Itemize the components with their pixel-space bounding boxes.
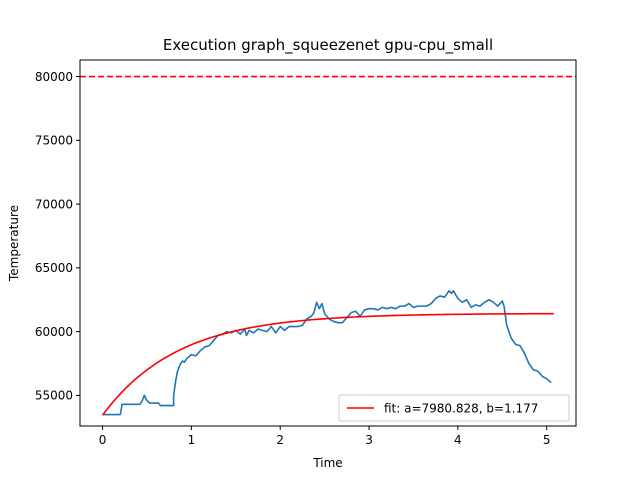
x-tick-label: 5 (543, 433, 551, 447)
axes-frame (79, 59, 577, 427)
y-tick-label: 65000 (35, 261, 73, 275)
x-axis: 0 1 2 3 4 5 (99, 426, 551, 447)
y-tick-label: 60000 (35, 325, 73, 339)
y-tick-label: 55000 (35, 389, 73, 403)
chart-title: Execution graph_squeezenet gpu-cpu_small (163, 36, 493, 55)
legend-box (338, 394, 570, 422)
x-tick-label: 4 (454, 433, 462, 447)
axes-border (79, 59, 577, 427)
x-tick-label: 1 (188, 433, 196, 447)
x-tick-label: 2 (276, 433, 284, 447)
legend: fit: a=7980.828, b=1.177 (338, 394, 570, 422)
y-tick-label: 75000 (35, 134, 73, 148)
series-line-measured (102, 290, 552, 416)
y-axis: 55000 60000 65000 70000 75000 80000 (35, 70, 80, 403)
plot-area (80, 75, 576, 416)
y-axis-label: Temperature (7, 205, 21, 282)
x-axis-label: Time (312, 456, 342, 470)
y-tick-label: 70000 (35, 197, 73, 211)
y-tick-label: 80000 (35, 70, 73, 84)
legend-label-fit: fit: a=7980.828, b=1.177 (384, 402, 538, 416)
x-tick-label: 0 (99, 433, 107, 447)
series-line-fit (101, 312, 554, 416)
x-tick-label: 3 (365, 433, 373, 447)
